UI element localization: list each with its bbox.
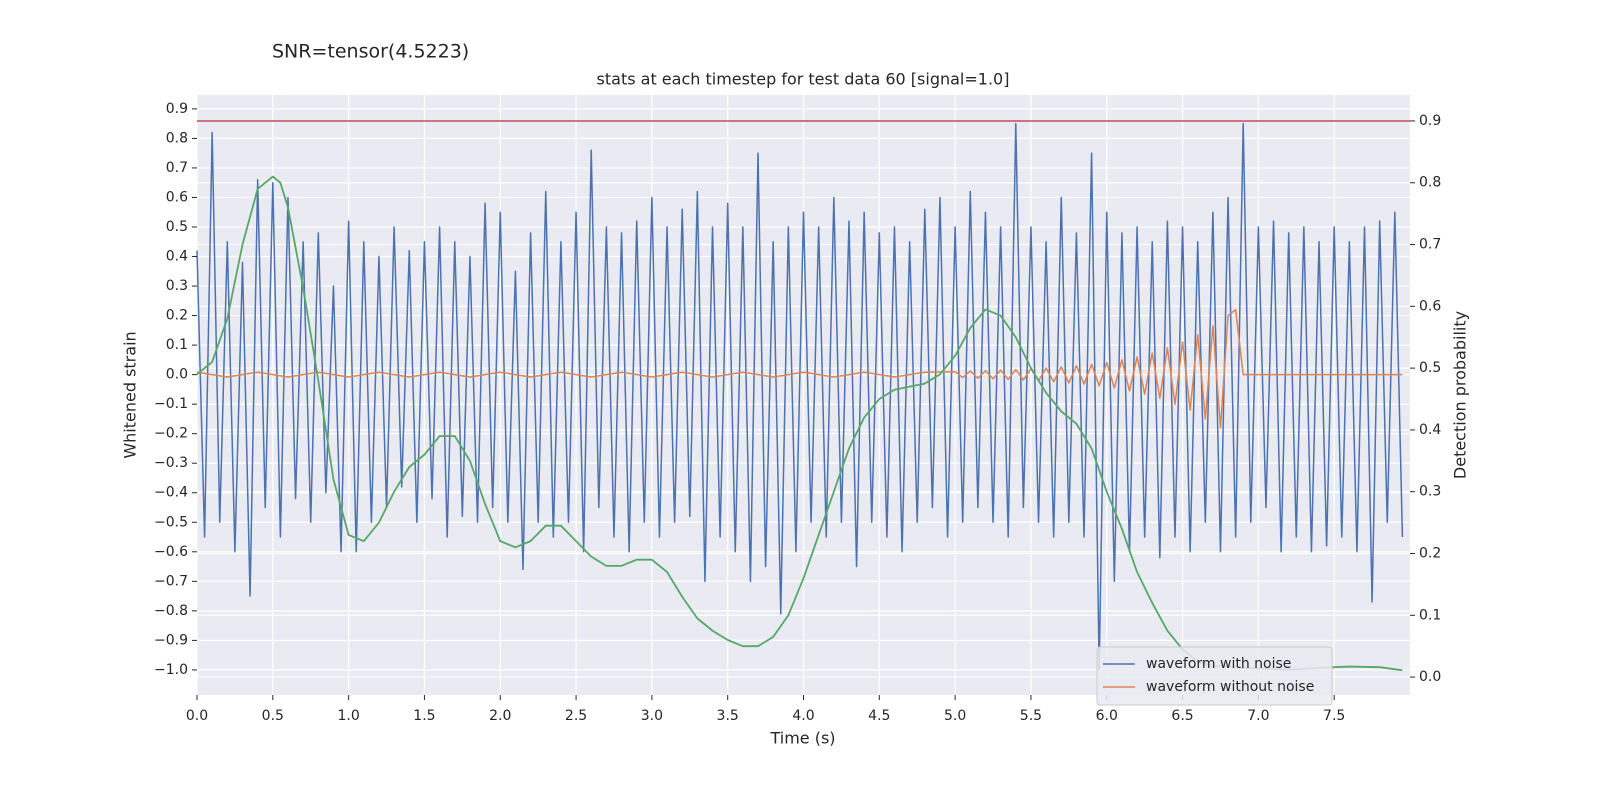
x-tick-label: 7.0: [1247, 708, 1269, 724]
y-tick-label: 0.1: [166, 337, 188, 353]
x-tick-label: 1.5: [413, 708, 435, 724]
y-tick-label: 0.8: [166, 130, 188, 146]
y2-axis-label: Detection probability: [1451, 311, 1470, 479]
x-tick-label: 0.0: [186, 708, 208, 724]
y-tick-label: −1.0: [154, 662, 188, 678]
y2-tick-label: 0.0: [1419, 669, 1441, 685]
y2-tick-label: 0.4: [1419, 422, 1441, 438]
y-tick-label: −0.2: [154, 426, 188, 442]
x-tick-label: 7.5: [1323, 708, 1345, 724]
series-line: [196, 308, 1403, 429]
grid: [196, 95, 1410, 695]
y-tick-label: −0.8: [154, 603, 188, 619]
y-tick-label: −0.9: [154, 632, 188, 648]
y-tick-label: −0.1: [154, 396, 188, 412]
y2-tick-label: 0.7: [1419, 237, 1441, 253]
y-tick-label: 0.5: [166, 219, 188, 235]
y-tick-label: 0.9: [166, 101, 188, 117]
y2-tick-label: 0.5: [1419, 360, 1441, 376]
y2-tick-label: 0.6: [1419, 298, 1441, 314]
x-tick-label: 0.5: [262, 708, 284, 724]
legend-box: [1096, 646, 1333, 706]
x-tick-label: 4.0: [792, 708, 814, 724]
y-tick-label: 0.3: [166, 278, 188, 294]
y-tick-label: 0.2: [166, 308, 188, 324]
x-tick-label: 5.0: [944, 708, 966, 724]
x-tick-label: 2.5: [565, 708, 587, 724]
y-tick-label: −0.7: [154, 573, 188, 589]
series-line: [196, 175, 1403, 672]
y-tick-label: 0.4: [166, 249, 188, 265]
y-tick-label: −0.5: [154, 514, 188, 530]
y-tick-label: −0.3: [154, 455, 188, 471]
x-tick-label: 1.0: [337, 708, 359, 724]
y2-tick-label: 0.3: [1419, 484, 1441, 500]
x-tick-label: 6.0: [1096, 708, 1118, 724]
x-tick-label: 6.5: [1171, 708, 1193, 724]
y-tick-label: −0.4: [154, 485, 188, 501]
x-tick-label: 4.5: [868, 708, 890, 724]
y-axis-label: Whitened strain: [121, 331, 140, 458]
y-tick-label: 0.7: [166, 160, 188, 176]
y2-tick-label: 0.8: [1419, 175, 1441, 191]
x-axis-label: Time (s): [769, 729, 835, 748]
x-tick-label: 5.5: [1020, 708, 1042, 724]
labels: 0.0 0.5 1.0 1.5 2.0 2.5 3.0 3.5 4.0 4.5 5.0 5.5 6.0 6…: [154, 101, 1441, 724]
marks: [196, 120, 1410, 672]
y2-tick-label: 0.1: [1419, 607, 1441, 623]
x-tick-label: 2.0: [489, 708, 511, 724]
y-tick-label: 0.6: [166, 189, 188, 205]
y2-tick-label: 0.2: [1419, 545, 1441, 561]
legend-label: waveform without noise: [1146, 679, 1314, 695]
y-tick-label: −0.6: [154, 544, 188, 560]
y-tick-label: 0.0: [166, 367, 188, 383]
chart-title: stats at each timestep for test data 60 …: [597, 70, 1010, 89]
y2-tick-label: 0.9: [1419, 113, 1441, 129]
suptitle: SNR=tensor(4.5223): [272, 41, 469, 63]
legend-label: waveform with noise: [1146, 656, 1291, 672]
x-tick-label: 3.0: [641, 708, 663, 724]
x-tick-label: 3.5: [717, 708, 739, 724]
